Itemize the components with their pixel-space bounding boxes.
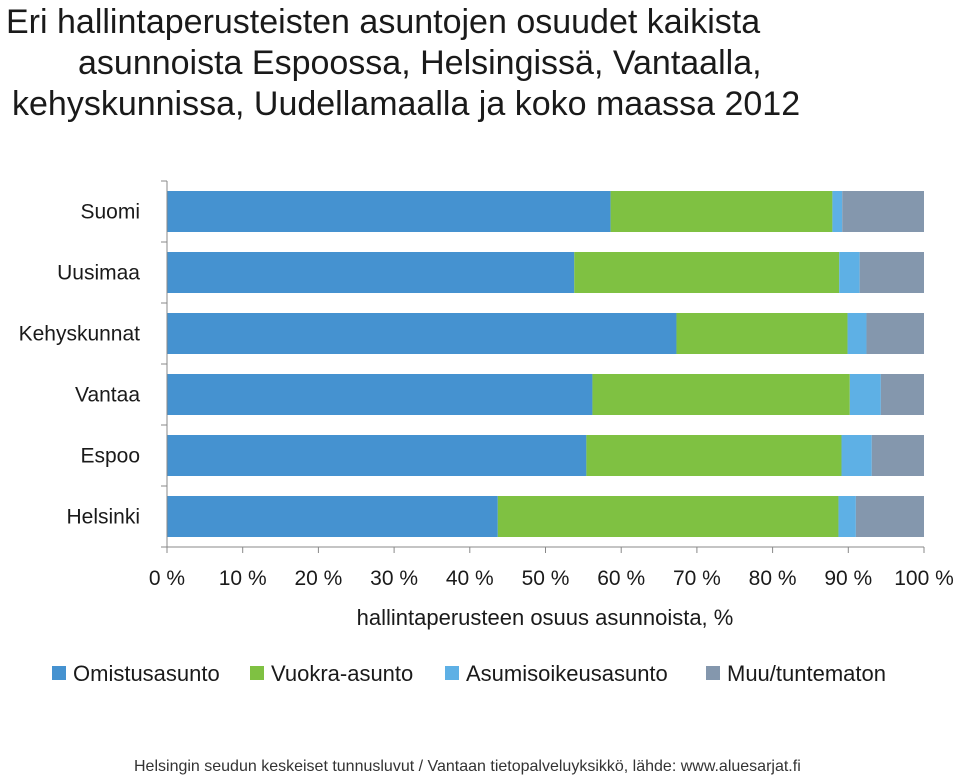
title-line-1: Eri hallintaperusteisten asuntojen osuud…	[6, 3, 761, 41]
legend-label: Omistusasunto	[73, 661, 220, 686]
x-tick-label: 10 %	[219, 567, 267, 590]
x-tick-label: 60 %	[597, 567, 645, 590]
source-note: Helsingin seudun keskeiset tunnusluvut /…	[134, 758, 801, 775]
bar-helsinki-asumisoikeusasunto	[838, 496, 856, 537]
category-label: Espoo	[80, 445, 140, 468]
x-tick-label: 80 %	[749, 567, 797, 590]
x-tick-label: 30 %	[370, 567, 418, 590]
legend-label: Muu/tuntematon	[727, 661, 886, 686]
x-tick-label: 100 %	[894, 567, 954, 590]
bar-suomi-vuokra-asunto	[610, 191, 833, 232]
x-tick-label: 50 %	[522, 567, 570, 590]
bar-vantaa-muu-tuntematon	[880, 374, 924, 415]
bar-kehyskunnat-vuokra-asunto	[676, 313, 848, 354]
category-label: Helsinki	[66, 506, 140, 529]
title-line-3: kehyskunnissa, Uudellamaalla ja koko maa…	[12, 85, 801, 123]
x-tick-label: 20 %	[294, 567, 342, 590]
category-label: Kehyskunnat	[19, 323, 141, 346]
chart-title: Eri hallintaperusteisten asuntojen osuud…	[6, 2, 956, 125]
bar-vantaa-asumisoikeusasunto	[849, 374, 881, 415]
bar-kehyskunnat-omistusasunto	[167, 313, 677, 354]
x-tick-label: 40 %	[446, 567, 494, 590]
bar-vantaa-omistusasunto	[167, 374, 593, 415]
bar-suomi-omistusasunto	[167, 191, 611, 232]
legend-swatch	[52, 666, 66, 680]
bar-kehyskunnat-muu-tuntematon	[866, 313, 924, 354]
legend-swatch	[445, 666, 459, 680]
x-tick-label: 0 %	[149, 567, 185, 590]
x-axis-title: hallintaperusteen osuus asunnoista, %	[357, 605, 734, 630]
bar-suomi-muu-tuntematon	[842, 191, 924, 232]
category-label: Vantaa	[75, 384, 140, 407]
legend-swatch	[250, 666, 264, 680]
bar-espoo-asumisoikeusasunto	[841, 435, 872, 476]
bar-helsinki-muu-tuntematon	[855, 496, 924, 537]
bar-suomi-asumisoikeusasunto	[832, 191, 843, 232]
bar-espoo-vuokra-asunto	[586, 435, 842, 476]
legend-swatch	[706, 666, 720, 680]
bar-uusimaa-vuokra-asunto	[574, 252, 840, 293]
category-label: Uusimaa	[57, 262, 140, 285]
bar-uusimaa-omistusasunto	[167, 252, 575, 293]
legend-label: Asumisoikeusasunto	[466, 661, 668, 686]
title-line-2: asunnoista Espoossa, Helsingissä, Vantaa…	[78, 44, 762, 82]
x-tick-label: 70 %	[673, 567, 721, 590]
bar-vantaa-vuokra-asunto	[592, 374, 850, 415]
category-label: Suomi	[80, 201, 140, 224]
x-tick-label: 90 %	[824, 567, 872, 590]
legend-label: Vuokra-asunto	[271, 661, 413, 686]
bar-kehyskunnat-asumisoikeusasunto	[847, 313, 867, 354]
bar-uusimaa-muu-tuntematon	[859, 252, 924, 293]
bar-helsinki-omistusasunto	[167, 496, 498, 537]
bar-uusimaa-asumisoikeusasunto	[839, 252, 860, 293]
bar-espoo-omistusasunto	[167, 435, 587, 476]
bar-espoo-muu-tuntematon	[871, 435, 924, 476]
bar-helsinki-vuokra-asunto	[497, 496, 839, 537]
